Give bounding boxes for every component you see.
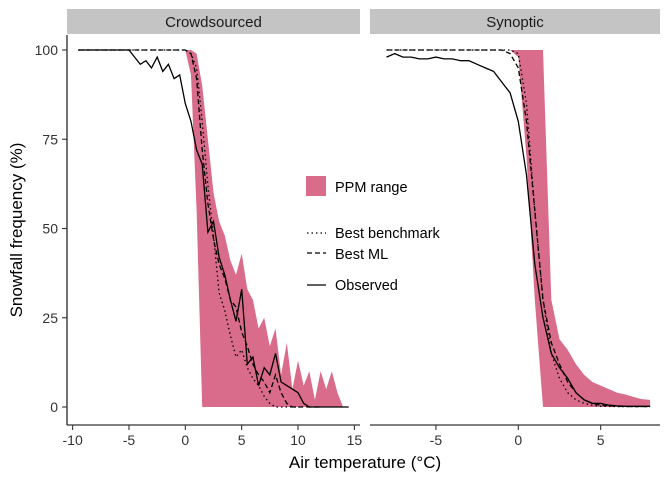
observed-line: [386, 52, 651, 407]
legend-label-ppm: PPM range: [335, 180, 408, 196]
strip-crowdsourced: [67, 9, 360, 34]
lines-crowdsourced: [78, 49, 349, 408]
strip-title-crowdsourced: Crowdsourced: [165, 14, 262, 31]
best-ml-line: [386, 49, 651, 408]
panel-synoptic: Synoptic -5 0 5: [370, 9, 660, 448]
x-tick-label: 15: [347, 432, 363, 448]
y-tick-label: 75: [42, 131, 58, 147]
best-benchmark-line: [78, 49, 298, 408]
x-tick-label: 0: [514, 432, 522, 448]
ppm-range-band: [185, 50, 344, 407]
observed-line: [78, 49, 349, 408]
panel-crowdsourced: Crowdsourced -10 -5 0 5 10 15 0 25 50 75 100: [35, 9, 363, 448]
y-ticks: 0 25 50 75 100: [35, 42, 67, 415]
strip-title-synoptic: Synoptic: [486, 14, 544, 31]
legend-key-ppm: [306, 176, 326, 196]
y-tick-label: 25: [42, 310, 58, 326]
best-benchmark-line: [386, 49, 651, 408]
legend-label-ml: Best ML: [335, 247, 388, 263]
lines-synoptic: [386, 49, 651, 408]
x-tick-label: 5: [238, 432, 246, 448]
x-tick-label: 5: [597, 432, 605, 448]
best-ml-line: [78, 49, 321, 408]
x-tick-label: -5: [123, 432, 136, 448]
legend-label-observed: Observed: [335, 278, 398, 294]
y-tick-label: 50: [42, 221, 58, 237]
x-ticks-crowdsourced: -10 -5 0 5 10 15: [63, 425, 363, 448]
x-tick-label: 0: [181, 432, 189, 448]
y-tick-label: 0: [50, 399, 58, 415]
y-tick-label: 100: [35, 42, 59, 58]
strip-synoptic: [370, 9, 660, 34]
legend-label-benchmark: Best benchmark: [335, 226, 441, 242]
x-tick-label: 10: [290, 432, 306, 448]
legend: PPM range Best benchmark Best ML Observe…: [306, 176, 441, 294]
x-tick-label: -5: [430, 432, 443, 448]
y-axis-title: Snowfall frequency (%): [7, 143, 26, 318]
x-axis-title: Air temperature (°C): [289, 453, 441, 472]
ppm-area-crowdsourced: [185, 50, 344, 407]
x-ticks-synoptic: -5 0 5: [430, 425, 605, 448]
x-tick-label: -10: [63, 432, 83, 448]
